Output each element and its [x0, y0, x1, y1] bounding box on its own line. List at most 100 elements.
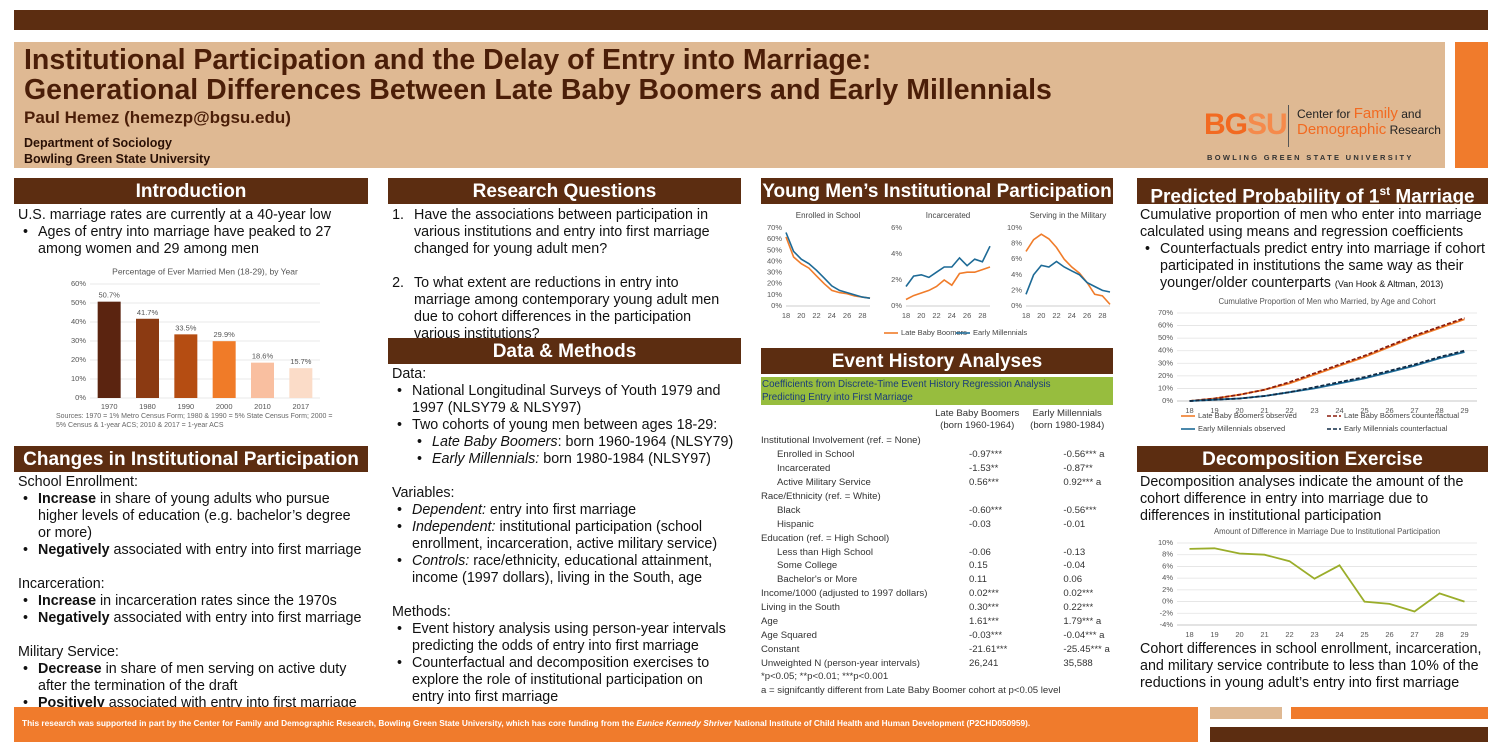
- title-line: Institutional Participation and the Dela…: [24, 44, 872, 76]
- text: in share of young adults who pursue high…: [38, 491, 351, 541]
- section-heading: Decomposition Exercise: [1137, 446, 1488, 472]
- row-label: Less than High School: [777, 546, 873, 558]
- italic-text: Independent:: [412, 519, 496, 535]
- section-heading: Young Men’s Institutional Participation: [761, 178, 1113, 204]
- x-tick-label: 19: [1210, 406, 1218, 415]
- bullet: Dependent: entry into first marriage: [397, 502, 737, 519]
- text: born 1980-1984 (NLSY97): [539, 451, 711, 467]
- top-bar: [14, 10, 1488, 30]
- line: [1189, 351, 1465, 402]
- y-tick-label: 0%: [891, 301, 902, 310]
- footer-italic: Eunice Kennedy Shriver: [636, 718, 732, 728]
- y-tick-label: -2%: [1160, 608, 1174, 617]
- introduction-text: U.S. marriage rates are currently at a 4…: [18, 207, 363, 258]
- value-label: 41.7%: [137, 308, 159, 317]
- y-tick-label: 10%: [71, 374, 86, 383]
- header-row: Late Baby Boomers (born 1960-1964) Early M…: [761, 407, 1113, 434]
- bullet: Ages of entry into marriage have peaked …: [23, 224, 363, 258]
- italic-text: Controls:: [412, 553, 470, 569]
- italic-text: Early Millennials:: [432, 451, 540, 467]
- x-tick-label: 18: [1185, 630, 1193, 639]
- x-tick-label: 2000: [216, 402, 233, 411]
- table-row: Constant -21.61*** -25.45*** a: [761, 642, 1113, 656]
- bullet: Controls: race/ethnicity, educational at…: [397, 553, 737, 587]
- row-label: Unweighted N (person-year intervals): [761, 657, 920, 669]
- legend-label: Early Millennials observed: [1198, 424, 1285, 433]
- heading-part: Marriage: [1390, 186, 1475, 208]
- footer-pre: This research was supported in part by t…: [22, 718, 637, 728]
- legend-label: Late Baby Boomers: [901, 328, 967, 337]
- group-title: Methods:: [392, 604, 451, 620]
- x-tick-label: 25: [1360, 630, 1368, 639]
- x-tick-label: 25: [1360, 406, 1368, 415]
- y-tick-label: 6%: [1011, 254, 1022, 263]
- logo-university: BOWLING GREEN STATE UNIVERSITY: [1207, 153, 1414, 162]
- x-tick-label: 18: [902, 311, 910, 320]
- x-tick-label: 24: [948, 311, 956, 320]
- cell: -0.04*** a: [1063, 629, 1105, 641]
- line: [785, 232, 871, 299]
- y-tick-label: 60%: [767, 234, 782, 243]
- table-note: a = signifcantly different from Late Bab…: [761, 685, 1061, 697]
- y-tick-label: 2%: [891, 275, 902, 284]
- numbered-list: Have the associations between participat…: [390, 207, 738, 343]
- line: [1189, 318, 1465, 402]
- x-tick-label: 21: [1260, 406, 1268, 415]
- y-tick-label: 40%: [1158, 346, 1173, 355]
- bullet-list: Increase in incarceration rates since th…: [18, 593, 363, 627]
- cell: 0.02***: [969, 588, 999, 600]
- text: Two cohorts of young men between ages 18…: [412, 417, 718, 433]
- x-tick-label: 22: [1285, 406, 1293, 415]
- bullet: Counterfactual and decomposition exercis…: [397, 655, 737, 706]
- section-heading: Research Questions: [388, 178, 741, 204]
- chart-source: Sources: 1970 = 1% Metro Census Form; 19…: [56, 413, 333, 429]
- x-tick-label: 28: [1098, 311, 1106, 320]
- group-title: School Enrollment:: [18, 474, 138, 490]
- cell: 1.79*** a: [1063, 616, 1102, 628]
- y-tick-label: 40%: [71, 317, 86, 326]
- y-tick-label: 50%: [71, 298, 86, 307]
- y-tick-label: 10%: [1158, 383, 1173, 392]
- row-label: Age Squared: [761, 629, 818, 641]
- x-tick-label: 2010: [254, 402, 271, 411]
- footer-accent: [1291, 707, 1488, 719]
- title-line: Generational Differences Between Late Ba…: [24, 74, 1052, 106]
- y-tick-label: 20%: [1158, 371, 1173, 380]
- x-tick-label: 28: [1435, 406, 1443, 415]
- decomposition-conclusion: Cohort differences in school enrollment,…: [1140, 641, 1482, 691]
- line: [1189, 547, 1465, 613]
- x-tick-label: 21: [1260, 630, 1268, 639]
- x-tick-label: 26: [1385, 406, 1393, 415]
- cell: [1021, 490, 1113, 504]
- predicted-text: Cumulative proportion of men who enter i…: [1140, 207, 1485, 293]
- x-tick-label: 20: [1037, 311, 1045, 320]
- cell: 1.61***: [969, 616, 999, 628]
- bold-text: Decrease: [38, 661, 102, 677]
- cell: 0.92*** a: [1063, 477, 1102, 489]
- bar: [251, 362, 274, 398]
- bar: [174, 334, 198, 398]
- x-tick-label: 24: [1335, 406, 1343, 415]
- value-label: 50.7%: [99, 291, 121, 300]
- y-tick-label: 0%: [1162, 396, 1173, 405]
- y-tick-label: 4%: [891, 249, 902, 258]
- footer-accent: [1210, 707, 1282, 719]
- cell: -0.56***: [1063, 504, 1097, 516]
- question: Have the associations between participat…: [408, 207, 738, 258]
- section-heading: Data & Methods: [388, 338, 741, 364]
- table-row: Incarcerated -1.53** -0.87**: [761, 462, 1113, 476]
- logo-research: Research: [1389, 123, 1441, 137]
- panel-title: Serving in the Military: [1030, 211, 1106, 220]
- y-tick-label: 20%: [767, 279, 782, 288]
- decomposition-text: Decomposition analyses indicate the amou…: [1140, 474, 1464, 524]
- text: institutional participation (school enro…: [412, 519, 718, 552]
- cell: -0.87**: [1063, 463, 1093, 475]
- x-tick-label: 1970: [101, 402, 118, 411]
- group: Incarceration:Increase in incarceration …: [18, 576, 363, 627]
- group: Data:National Longitudinal Surveys of Yo…: [392, 366, 737, 468]
- table-row: Enrolled in School -0.97*** -0.56*** a: [761, 448, 1113, 462]
- bar: [289, 368, 313, 398]
- y-tick-label: 0%: [75, 393, 86, 402]
- y-tick-label: 8%: [1162, 550, 1173, 559]
- y-tick-label: 6%: [891, 223, 902, 232]
